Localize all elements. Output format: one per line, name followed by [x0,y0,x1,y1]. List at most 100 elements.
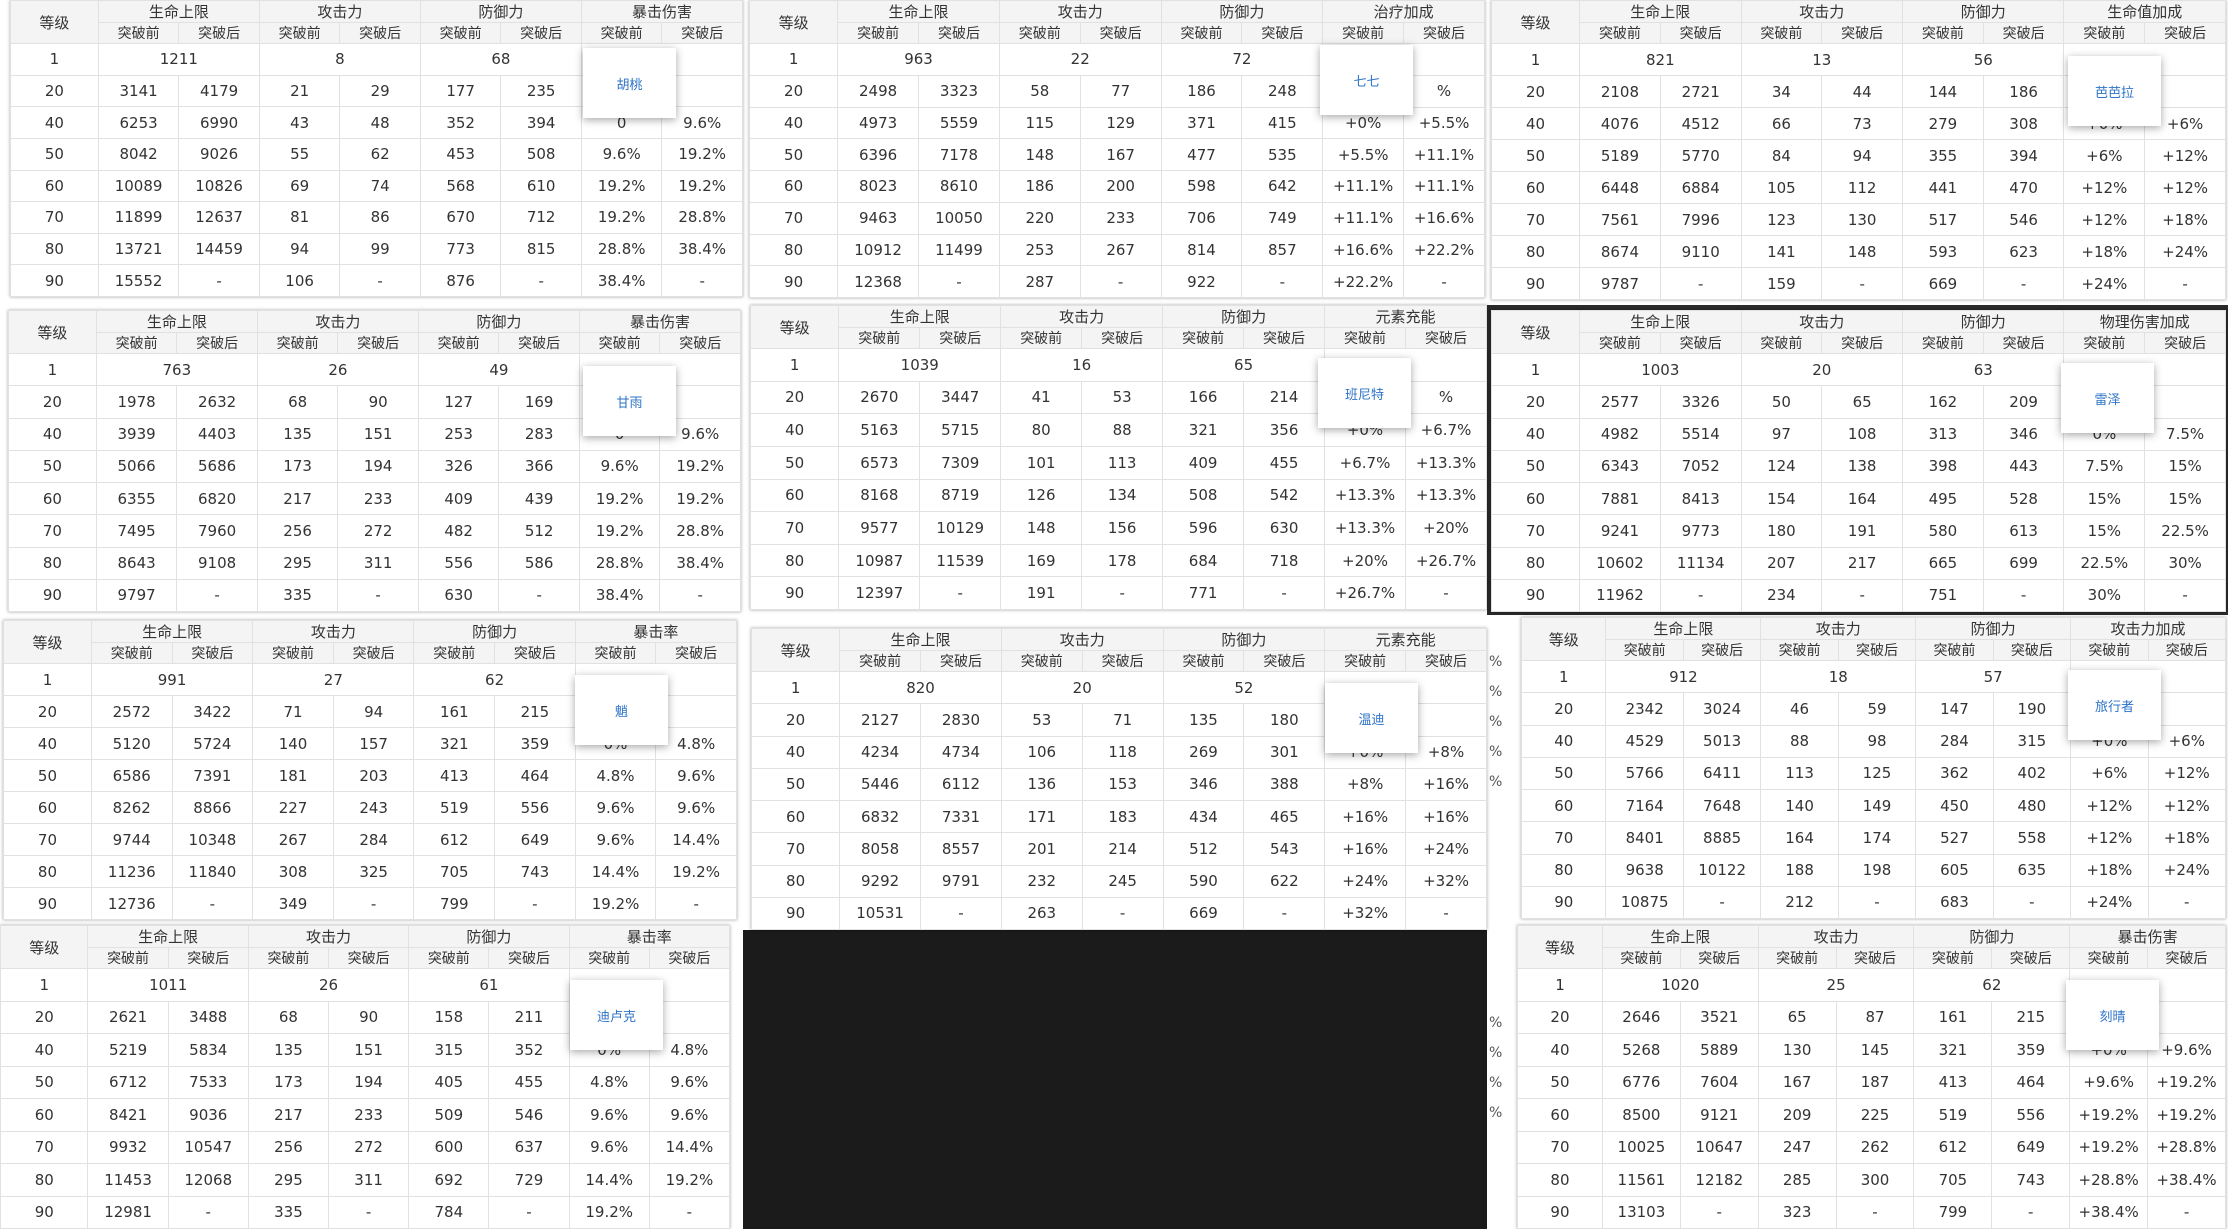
cell-def-after: - [488,1195,570,1229]
cell-atk-before: 323 [1757,1195,1837,1229]
cell-def-before: 135 [1162,703,1245,737]
stats-table: 等级 生命上限 攻击力 防御力 暴击伤害 突破前 突破后 突破前 突破后 突破前 突破后 突破前 突破后… [1517,925,2226,1229]
character-popup-hutao[interactable]: 胡桃 [583,48,676,118]
cell-def-before: 593 [1902,235,1984,268]
cell-special-after: +13.3% [1404,445,1487,480]
cell-hp-before: 7561 [1579,203,1661,236]
cell-special-before: +22.2% [1322,265,1405,298]
cell-hp-after: 9791 [920,864,1002,898]
cell-hp-before: 8058 [839,832,922,866]
header-before-ascension: 突破前 [247,947,330,969]
cell-level: 1 [749,43,839,76]
header-hp: 生命上限 [90,620,254,643]
cell-special-after: - [2147,1195,2226,1229]
table-row: 40 6253 6990 43 48 352 394 0 9.6% [10,106,743,139]
cell-def-before: 441 [1902,171,1984,204]
cell-atk-after: 71 [1081,703,1164,737]
character-popup-diluc[interactable]: 迪卢克 [570,980,663,1050]
cell-hp-before: 4234 [839,735,922,769]
cell-special-after: - [2144,267,2226,300]
subheader-row: 突破前 突破后 突破前 突破后 突破前 突破后 突破前 突破后 [751,327,1487,349]
cell-level: 40 [751,735,841,769]
character-popup-razor[interactable]: 雷泽 [2061,363,2154,433]
cell-atk-after: - [337,578,419,612]
character-popup-barbara[interactable]: 芭芭拉 [2068,56,2161,126]
header-special-stat: 暴击率 [568,925,730,948]
cell-special-after [2144,385,2226,419]
subheader-row: 突破前 突破后 突破前 突破后 突破前 突破后 突破前 突破后 [9,332,741,354]
cell-special-after: +11.1% [1403,170,1485,203]
cell-atk: 26 [256,352,419,387]
cell-level: 60 [750,478,840,513]
character-popup-xiao[interactable]: 魈 [575,675,668,745]
cell-hp-after: 10050 [918,201,1000,235]
cell-def-before: 630 [417,578,500,612]
header-before-ascension: 突破前 [1605,639,1684,661]
header-level: 等级 [3,620,92,664]
cell-special-before: +24% [2070,885,2149,919]
header-after-ascension: 突破后 [1081,650,1164,672]
cell-special-after: 7.5% [2144,417,2226,451]
cell-def-after: 743 [494,855,576,888]
cell-def: 72 [1160,43,1324,76]
cell-hp-after: 12068 [167,1163,249,1197]
stat-table-hutao: 等级 生命上限 攻击力 防御力 暴击伤害 突破前 突破后 突破前 突破后 突破前 突破后 突破前 突破后… [10,0,743,297]
header-def: 防御力 [1162,628,1326,651]
table-row: 70 8058 8557 201 214 512 543 +16% +24% [751,832,1487,866]
character-popup-qiqi[interactable]: 七七 [1320,45,1413,115]
cell-atk-before: 232 [1000,864,1083,898]
cell-atk-after: 118 [1081,735,1164,769]
cell-hp-before: 11899 [97,201,180,234]
cell-def-before: 158 [408,1000,490,1034]
cell-def-after: 586 [498,546,580,580]
cell-atk-after: 94 [1821,139,1904,172]
cell-atk-after: 90 [337,385,419,419]
header-after-ascension: 突破后 [1982,332,2065,354]
cell-atk-after: 59 [1837,692,1917,726]
character-popup-keqing[interactable]: 刻晴 [2066,980,2159,1050]
cell-atk-before: 113 [1760,756,1839,791]
cell-special-before: +20% [1324,543,1406,578]
subheader-row: 突破前 突破后 突破前 突破后 突破前 突破后 突破前 突破后 [750,22,1485,44]
cell-def-after: 542 [1243,478,1326,513]
character-popup-traveler[interactable]: 旅行者 [2068,670,2161,740]
cell-def-after: 712 [500,201,582,234]
header-before-ascension: 突破前 [1000,650,1083,672]
table-row: 90 9787-159-669- +24% - [1491,267,2226,300]
table-row: 70 9241 9773 180 191 580 613 15% 22.5% [1491,514,2226,548]
table-row: 60 8168 8719 126 134 508 542 +13.3% +13.3% [750,478,1487,513]
header-after-ascension: 突破后 [648,947,730,969]
cell-level: 1 [10,43,99,76]
character-popup-venti[interactable]: 温迪 [1325,683,1418,753]
table-row: 60 8023 8610 186 200 598 642 +11.1% +11.1% [749,170,1485,203]
cell-hp-after: 11499 [918,233,1000,267]
cell-level: 20 [1517,1000,1603,1034]
header-after-ascension: 突破后 [1243,650,1326,672]
cell-special-after [2147,1000,2226,1034]
stat-table-venti: 等级 生命上限 攻击力 防御力 元素充能 突破前 突破后 突破前 突破后 突破前 突破后 突破前 突破后… [751,628,1487,930]
cell-hp-before: 12397 [838,576,921,610]
header-after-ascension: 突破后 [918,22,1000,44]
cell-def-before: 519 [413,791,496,824]
cell-def: 49 [417,352,580,387]
header-after-ascension: 突破后 [339,22,421,44]
cell-hp-before: 9797 [95,578,178,612]
header-before-ascension: 突破前 [837,22,920,44]
character-popup-ganyu[interactable]: 甘雨 [583,366,676,436]
cell-def-after: 352 [488,1033,570,1067]
cell-level: 70 [10,201,99,234]
cell-def-after: 465 [1243,799,1326,834]
cell-atk-before: 55 [258,137,341,171]
cell-hp-before: 11236 [90,855,173,888]
cell-hp-after: - [1679,1195,1759,1229]
cell-def-before: 556 [417,546,500,580]
cell-level: 70 [0,1130,89,1164]
cell-atk-before: 135 [256,417,339,451]
cell-hp-before: 8643 [95,546,178,580]
cell-hp: 912 [1605,659,1762,694]
character-popup-bennett[interactable]: 班尼特 [1318,358,1411,428]
header-before-ascension: 突破前 [578,332,661,354]
cell-special-before: 30% [2063,578,2146,612]
header-before-ascension: 突破前 [838,327,921,349]
cell-atk-before: 41 [1000,380,1083,415]
